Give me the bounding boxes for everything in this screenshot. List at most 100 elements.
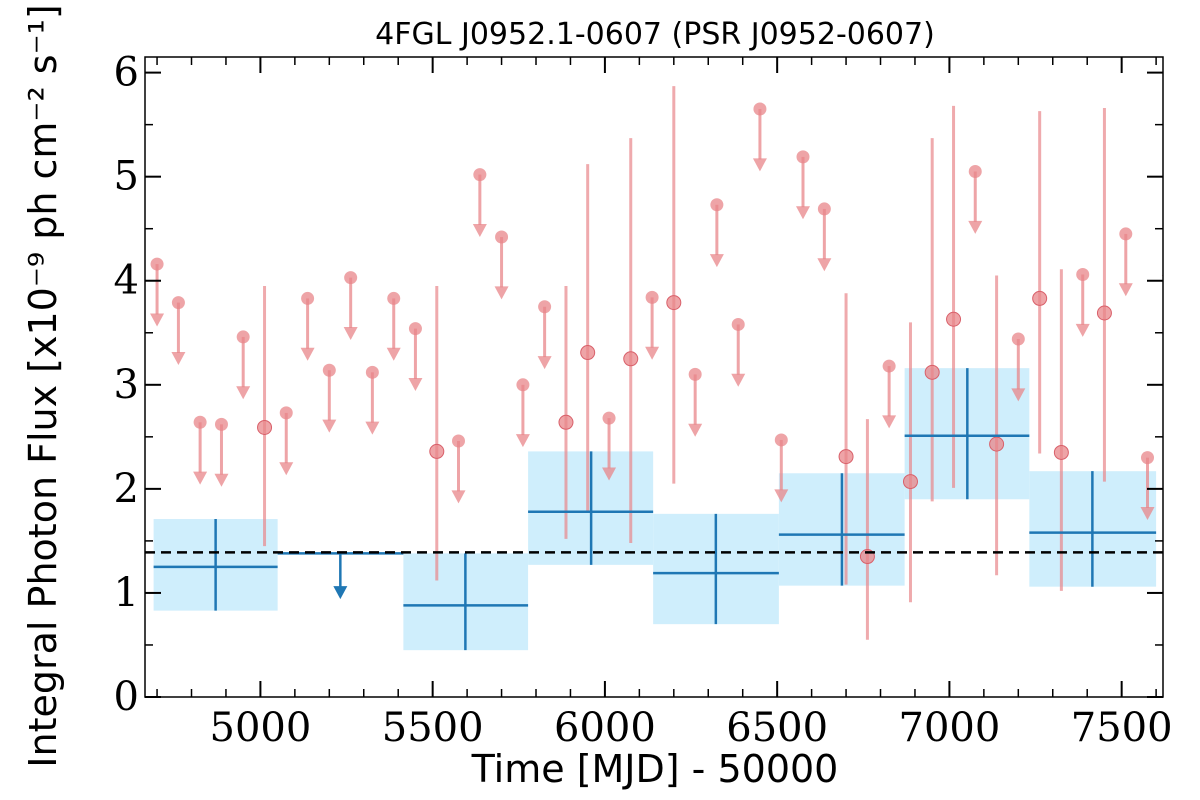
upper-limit-marker [774,433,788,447]
upper-limit-arrow-head [1075,323,1090,337]
upper-limit-arrow-head [709,254,724,268]
y-tick-label: 1 [114,570,139,616]
upper-limit-marker [516,378,530,392]
upper-limit-marker [817,202,831,216]
flux-point [946,311,962,327]
upper-limit-arrow-head [817,258,832,272]
upper-limit-marker [753,102,767,116]
plot-content [145,86,1163,651]
x-axis-label: Time [MJD] - 50000 [471,747,839,791]
upper-limit-arrow-head [279,462,294,476]
upper-limit-arrow-head [1140,507,1155,521]
upper-limit-marker [451,434,465,448]
y-tick-label: 5 [114,154,139,200]
flux-point [257,419,273,435]
upper-limit-marker [1011,332,1025,346]
upper-limit-arrow-head [968,220,983,234]
x-tick-label: 6000 [554,705,656,751]
axes-frame [144,56,1164,698]
upper-limit-marker [171,296,185,310]
upper-limit-arrow-head [365,421,380,435]
upper-limit-arrow-head [300,347,315,361]
upper-limit-arrow-head [214,473,229,487]
upper-limit-marker [1076,267,1090,281]
y-tick-label: 0 [114,674,139,720]
upper-limit-marker [150,257,164,271]
upper-limit-arrow-head [193,471,208,485]
y-tick-label: 4 [114,258,139,304]
upper-limit-arrow-head [451,490,466,504]
upper-limit-arrow-head [602,467,617,481]
upper-limit-arrow-head [472,223,487,237]
upper-limit-marker [495,230,509,244]
upper-limit-marker [710,198,724,212]
yearly-ul-arrow-head [333,586,348,600]
upper-limit-arrow-head [515,434,530,448]
upper-limit-arrow-head [150,313,165,327]
y-axis-label: Integral Photon Flux [x10⁻⁹ ph cm⁻² s⁻¹] [21,4,65,767]
flux-point [902,474,918,490]
upper-limit-arrow-head [386,347,401,361]
upper-limit-marker [473,168,487,182]
upper-limit-marker [236,330,250,344]
upper-limit-arrow-head [171,351,186,365]
upper-limit-marker [387,291,401,305]
y-tick-label: 3 [114,362,139,408]
flux-point [838,449,854,465]
upper-limit-marker [408,322,422,336]
upper-limit-arrow-head [343,326,358,340]
upper-limit-arrow-head [1161,274,1163,278]
x-tick-label: 6500 [726,705,828,751]
flux-point [924,364,940,380]
upper-limit-arrow-head [752,158,767,172]
upper-limit-arrow-head [494,286,509,300]
upper-limit-arrow-head [322,419,337,433]
flux-point [429,443,445,459]
x-tick-label: 5500 [382,705,484,751]
upper-limit-marker [645,290,659,304]
y-tick-label: 6 [114,50,139,96]
upper-limit-arrow-head [408,377,423,391]
flux-point [666,295,682,311]
upper-limit-marker [279,406,293,420]
x-tick-label: 7000 [899,705,1001,751]
upper-limit-arrow-head [731,373,746,387]
chart-title: 4FGL J0952.1-0607 (PSR J0952-0607) [375,17,935,52]
flux-point [580,345,596,361]
plot-area: 5000 5500 6000 6500 7000 7500 0 1 2 3 4 5 6 [114,50,1173,751]
flux-point [1032,290,1048,306]
x-tick-label: 5000 [210,705,312,751]
upper-limit-marker [1119,227,1133,241]
y-tick-label: 2 [114,466,139,512]
flux-point [558,414,574,430]
flux-point [1053,444,1069,460]
upper-limit-marker [968,164,982,178]
upper-limit-marker [214,417,228,431]
upper-limit-marker [301,291,315,305]
upper-limit-marker [602,411,616,425]
x-tick-label: 7500 [1071,705,1173,751]
upper-limit-marker [1140,451,1154,465]
upper-limit-marker [538,300,552,314]
upper-limit-arrow-head [1011,388,1026,402]
upper-limit-arrow-head [236,386,251,400]
upper-limit-arrow-head [882,415,897,429]
upper-limit-marker [1162,222,1163,229]
upper-limit-arrow-head [795,206,810,220]
upper-limit-marker [365,365,379,379]
upper-limit-arrow-head [688,423,703,437]
upper-limit-arrow-head [537,356,552,370]
upper-limit-marker [322,363,336,377]
upper-limit-marker [344,271,358,285]
upper-limit-marker [193,415,207,429]
flux-point [623,351,639,367]
flux-point [989,436,1005,452]
upper-limit-arrow-head [774,489,789,503]
upper-limit-marker [882,359,896,373]
flux-point [1096,305,1112,321]
upper-limit-marker [688,367,702,381]
upper-limit-marker [731,317,745,331]
upper-limit-marker [796,150,810,164]
upper-limit-arrow-head [1118,283,1133,297]
